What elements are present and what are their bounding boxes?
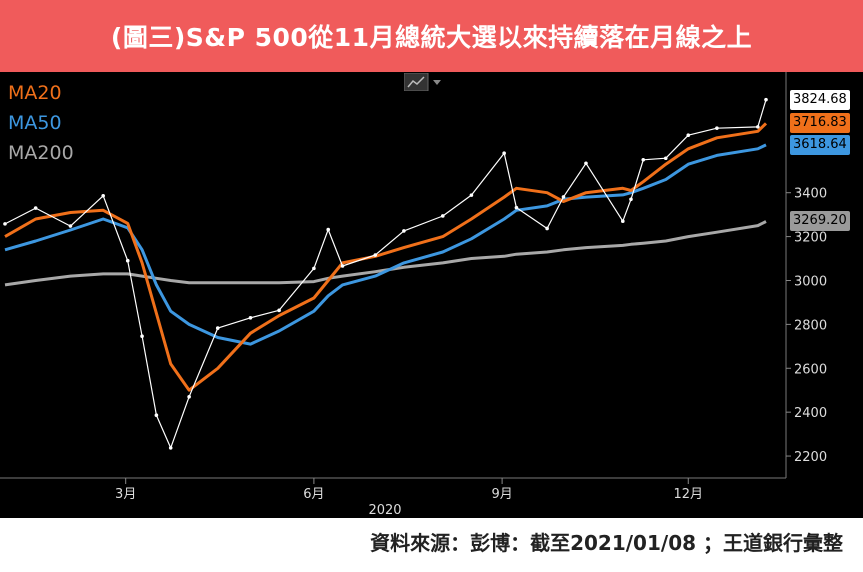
x-tick-label: 3月: [115, 487, 136, 502]
last-value-tag-price: 3824.68: [790, 89, 850, 110]
price-series-line: [4, 99, 767, 449]
price-point: [326, 227, 331, 232]
price-point: [3, 222, 7, 226]
x-tick-label: 6月: [303, 487, 324, 502]
price-point: [440, 214, 445, 218]
y-tick-label: 3400: [794, 187, 827, 202]
line-chart-icon: [407, 76, 425, 88]
chart-svg: 2200 2400 2600 2800 3000 3200 3400 3月 6月 9月 12月 202…: [0, 72, 827, 518]
price-point: [340, 264, 345, 268]
price-point: [621, 219, 625, 224]
legend-ma200: MA200: [8, 142, 74, 164]
price-point: [168, 446, 173, 450]
price-point: [312, 266, 316, 271]
x-tick-label: 9月: [491, 487, 512, 502]
price-point: [187, 395, 191, 399]
price-point: [469, 193, 474, 197]
price-point: [140, 334, 144, 339]
price-point: [629, 197, 633, 202]
price-point: [502, 151, 506, 155]
price-point: [641, 157, 646, 162]
ma50-series-line: [4, 143, 767, 346]
price-point: [125, 258, 130, 263]
price-point: [277, 308, 281, 313]
y-tick-label: 2600: [794, 362, 827, 377]
price-point: [373, 253, 378, 257]
price-point: [402, 229, 406, 233]
y-tick-label: 3000: [794, 274, 827, 289]
price-point: [248, 315, 253, 320]
price-point: [101, 193, 105, 198]
legend-ma20: MA20: [8, 82, 62, 104]
y-tick-label: 2400: [794, 406, 827, 421]
legend-ma50: MA50: [8, 112, 62, 134]
chart-area: 2200 2400 2600 2800 3000 3200 3400 3月 6月 9月 12月 202…: [0, 72, 863, 518]
last-value-tag-ma50: 3618.64: [790, 134, 850, 155]
ma20-series-line: [4, 122, 768, 392]
price-point: [764, 97, 768, 102]
y-tick-label: 3200: [794, 231, 827, 246]
x-axis-label: 2020: [368, 503, 401, 518]
y-tick-label: 2800: [794, 318, 827, 333]
price-point: [514, 205, 519, 210]
price-point: [686, 133, 691, 138]
y-tick-label: 2200: [794, 450, 827, 465]
price-point: [715, 126, 719, 130]
price-point: [584, 161, 588, 166]
price-point: [663, 156, 668, 161]
price-point: [154, 413, 159, 418]
last-value-tag-ma20: 3716.83: [790, 113, 850, 134]
last-value-tag-ma200: 3269.20: [790, 211, 850, 232]
title-bar: (圖三)S&P 500從11月總統大選以來持續落在月線之上: [0, 0, 863, 72]
chart-title: (圖三)S&P 500從11月總統大選以來持續落在月線之上: [110, 23, 753, 52]
price-point: [561, 195, 566, 199]
price-point: [215, 326, 220, 330]
chevron-down-icon: [433, 80, 441, 85]
price-point: [545, 226, 549, 231]
chart-type-toggle[interactable]: [404, 73, 446, 91]
x-tick-label: 12月: [673, 487, 703, 502]
price-point: [33, 206, 38, 210]
source-note: 資料來源：彭博：截至2021/01/08 ；王道銀行彙整: [370, 531, 843, 555]
price-point: [756, 125, 760, 129]
price-point: [68, 224, 73, 228]
